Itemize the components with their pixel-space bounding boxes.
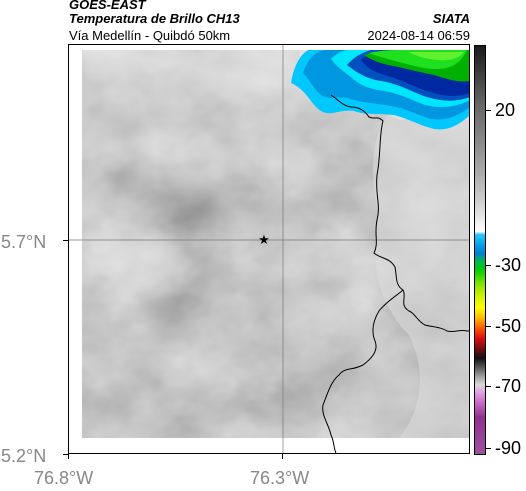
lat-label: 5.2°N (1, 446, 47, 466)
colorbar-label: -50 (495, 316, 522, 336)
colorbar-tick (486, 110, 491, 111)
lon-label: 76.8°W (34, 468, 94, 488)
datetime-label: 2024-08-14 06:59 (367, 28, 470, 43)
satellite-title: GOES-EAST (69, 0, 146, 12)
lon-tick (68, 454, 69, 459)
colorbar-label: -90 (495, 438, 522, 458)
product-title: Temperatura de Brillo CH13 (69, 11, 240, 26)
colorbar-label: 20 (495, 100, 516, 120)
colorbar-tick (486, 326, 491, 327)
lat-tick (63, 454, 68, 455)
route-label: Vía Medellín - Quibdó 50km (69, 28, 231, 43)
lat-label: 5.7°N (1, 232, 47, 252)
colorbar-tick (486, 265, 491, 266)
border-line (330, 94, 469, 333)
lon-label: 76.3°W (250, 468, 310, 488)
colorbar-label: -30 (495, 255, 522, 275)
colorbar-tick (486, 386, 491, 387)
agency-label: SIATA (432, 11, 470, 26)
lon-tick (282, 454, 283, 459)
lat-tick (63, 240, 68, 241)
colorbar-tick (486, 448, 491, 449)
map-canvas: ★ (69, 45, 469, 453)
cold-cloud-cluster (291, 50, 469, 130)
temperature-colorbar (474, 45, 486, 455)
star-marker: ★ (258, 232, 270, 247)
satellite-map: ★ (68, 44, 470, 454)
colorbar-label: -70 (495, 376, 522, 396)
